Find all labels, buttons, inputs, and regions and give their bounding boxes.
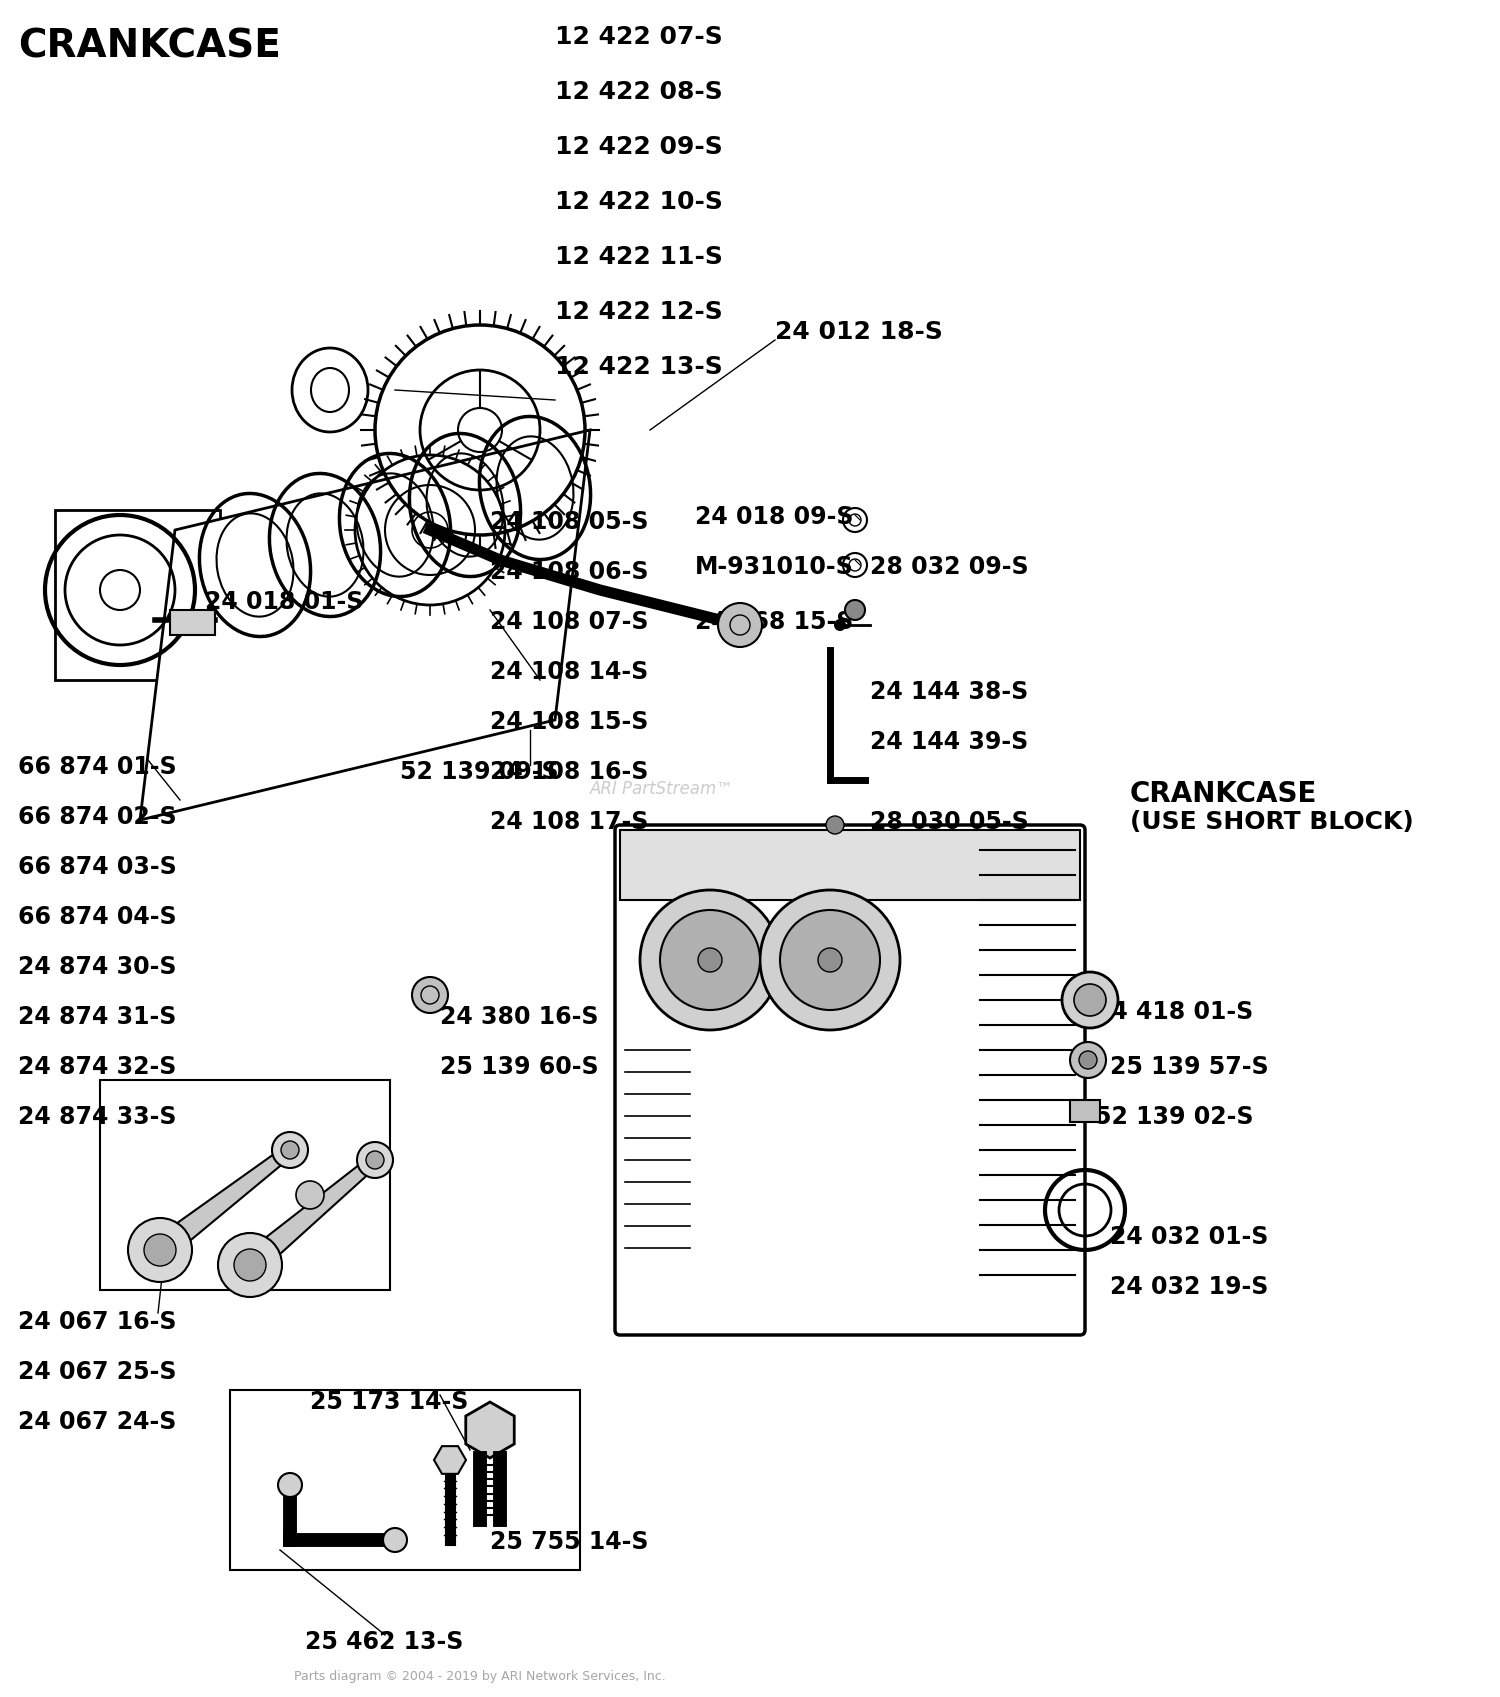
Text: 28 030 05-S: 28 030 05-S (870, 809, 1029, 833)
Circle shape (844, 601, 865, 619)
Text: 24 018 01-S: 24 018 01-S (206, 591, 363, 614)
Text: 24 108 15-S: 24 108 15-S (490, 709, 648, 735)
Circle shape (818, 949, 842, 972)
Circle shape (1062, 972, 1118, 1028)
Text: 24 108 06-S: 24 108 06-S (490, 560, 648, 584)
Circle shape (834, 619, 846, 631)
Text: Parts diagram © 2004 - 2019 by ARI Network Services, Inc.: Parts diagram © 2004 - 2019 by ARI Netwo… (294, 1670, 666, 1683)
Text: 24 418 01-S: 24 418 01-S (1095, 1000, 1254, 1023)
Circle shape (280, 1140, 298, 1159)
Text: 24 874 30-S: 24 874 30-S (18, 955, 177, 979)
Text: 12 422 09-S: 12 422 09-S (555, 136, 723, 160)
Text: 12 422 07-S: 12 422 07-S (555, 25, 723, 49)
Circle shape (382, 1527, 406, 1553)
Circle shape (278, 1473, 302, 1497)
Text: 24 108 17-S: 24 108 17-S (490, 809, 648, 833)
Circle shape (698, 949, 721, 972)
Text: 24 108 05-S: 24 108 05-S (490, 511, 648, 535)
Polygon shape (153, 1145, 294, 1259)
Text: 12 422 13-S: 12 422 13-S (555, 355, 723, 378)
Text: 24 874 31-S: 24 874 31-S (18, 1005, 177, 1028)
Polygon shape (100, 1079, 390, 1290)
Circle shape (1074, 984, 1106, 1017)
Text: 24 067 25-S: 24 067 25-S (18, 1359, 177, 1385)
Circle shape (366, 1151, 384, 1169)
Text: 24 032 01-S: 24 032 01-S (1110, 1225, 1269, 1249)
Circle shape (144, 1234, 176, 1266)
Bar (170, 609, 214, 635)
Circle shape (357, 1142, 393, 1178)
Circle shape (413, 977, 448, 1013)
Text: M-931010-S: M-931010-S (694, 555, 853, 579)
Circle shape (234, 1249, 266, 1281)
Text: 24 874 33-S: 24 874 33-S (18, 1105, 177, 1129)
Polygon shape (230, 1390, 580, 1570)
Text: 12 422 08-S: 12 422 08-S (555, 80, 723, 104)
Polygon shape (433, 1446, 466, 1475)
Text: (USE SHORT BLOCK): (USE SHORT BLOCK) (1130, 809, 1413, 833)
Text: 24 108 14-S: 24 108 14-S (490, 660, 648, 684)
Bar (1070, 1100, 1100, 1122)
Text: 12 422 10-S: 12 422 10-S (555, 190, 723, 214)
Circle shape (827, 816, 844, 833)
Circle shape (760, 889, 900, 1030)
Text: 24 108 07-S: 24 108 07-S (490, 609, 648, 635)
Text: 66 874 01-S: 66 874 01-S (18, 755, 177, 779)
Circle shape (217, 1234, 282, 1297)
Circle shape (718, 602, 762, 647)
Polygon shape (466, 1402, 514, 1458)
Text: 52 139 02-S: 52 139 02-S (1095, 1105, 1254, 1129)
Text: 24 012 18-S: 24 012 18-S (776, 321, 944, 344)
Text: 24 468 15-S: 24 468 15-S (694, 609, 853, 635)
Polygon shape (56, 511, 220, 680)
Text: 24 144 38-S: 24 144 38-S (870, 680, 1029, 704)
Text: 66 874 02-S: 66 874 02-S (18, 804, 177, 830)
Text: ARI PartStream™: ARI PartStream™ (590, 781, 734, 798)
Text: 25 462 13-S: 25 462 13-S (304, 1631, 464, 1655)
Text: 25 173 14-S: 25 173 14-S (310, 1390, 468, 1414)
Circle shape (128, 1218, 192, 1281)
Text: 24 874 32-S: 24 874 32-S (18, 1056, 177, 1079)
Text: 24 380 16-S: 24 380 16-S (440, 1005, 598, 1028)
Text: 24 144 39-S: 24 144 39-S (870, 730, 1029, 753)
Circle shape (272, 1132, 308, 1168)
Text: 52 139 09-S: 52 139 09-S (400, 760, 558, 784)
Text: 24 108 16-S: 24 108 16-S (490, 760, 648, 784)
Polygon shape (140, 429, 590, 820)
Text: 66 874 04-S: 66 874 04-S (18, 905, 177, 928)
Circle shape (780, 910, 880, 1010)
Text: CRANKCASE: CRANKCASE (1130, 781, 1317, 808)
Circle shape (660, 910, 760, 1010)
Text: 24 067 16-S: 24 067 16-S (18, 1310, 177, 1334)
Circle shape (1070, 1042, 1106, 1078)
Polygon shape (620, 830, 1080, 899)
Polygon shape (243, 1156, 380, 1274)
Text: 24 018 09-S: 24 018 09-S (694, 506, 853, 529)
Text: CRANKCASE: CRANKCASE (18, 27, 280, 66)
FancyBboxPatch shape (615, 825, 1084, 1336)
Text: 28 032 09-S: 28 032 09-S (870, 555, 1029, 579)
Text: 25 139 60-S: 25 139 60-S (440, 1056, 598, 1079)
Text: 25 139 57-S: 25 139 57-S (1110, 1056, 1269, 1079)
Text: 66 874 03-S: 66 874 03-S (18, 855, 177, 879)
Circle shape (640, 889, 780, 1030)
Text: 24 032 19-S: 24 032 19-S (1110, 1274, 1269, 1298)
Circle shape (296, 1181, 324, 1208)
Text: 25 755 14-S: 25 755 14-S (490, 1531, 648, 1554)
Text: 12 422 12-S: 12 422 12-S (555, 300, 723, 324)
Text: 24 067 24-S: 24 067 24-S (18, 1410, 177, 1434)
Text: 12 422 11-S: 12 422 11-S (555, 244, 723, 270)
Circle shape (1078, 1050, 1096, 1069)
